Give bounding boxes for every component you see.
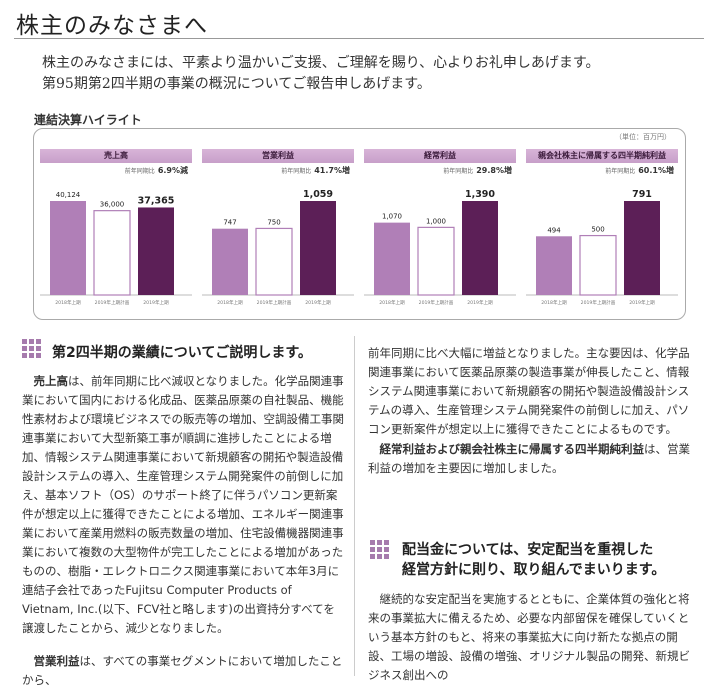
yoy-value: 29.8%増 xyxy=(476,166,512,175)
bar-category-label: 2018年上期 xyxy=(379,299,405,306)
bar-value-label: 500 xyxy=(591,226,604,234)
bar-1 xyxy=(255,227,293,296)
lead-term: 売上高 xyxy=(33,374,69,388)
yoy-value: 41.7%増 xyxy=(314,166,350,175)
results-paragraph-operating-start: 営業利益は、すべての事業セグメントにおいて増加したことから、 xyxy=(22,652,344,690)
results-paragraph-net-income: 経常利益および親会社株主に帰属する四半期純利益は、営業利益の増加を主要因に増加し… xyxy=(368,440,692,478)
bar-1 xyxy=(579,234,617,296)
bar-plot: 494 2018年上期 500 2019年上期計画 791 2019年上期 xyxy=(526,189,678,306)
section-heading-dividend-line-1: 配当金については、安定配当を重視した xyxy=(402,542,654,558)
chart-panel-net-income: 親会社株主に帰属する四半期純利益 前年同期比 60.1%増 494 2018年上期 5… xyxy=(526,149,678,307)
lead-term: 経常利益および親会社株主に帰属する四半期純利益 xyxy=(379,442,645,456)
highlight-chart-box: （単位：百万円） 売上高 前年同期比 6.9%減 40,124 2018年上期 36,… xyxy=(33,128,686,320)
bar-category-label: 2019年上期 xyxy=(143,299,169,306)
title-divider xyxy=(14,38,704,39)
bar-0 xyxy=(536,236,572,295)
bar-2 xyxy=(462,201,498,295)
bar-0 xyxy=(50,201,86,295)
chart-panel-ordinary-income: 経常利益 前年同期比 29.8%増 1,070 2018年上期 1,000 2019年上… xyxy=(364,149,516,307)
section-bullet-icon xyxy=(370,540,390,560)
bar-2 xyxy=(300,201,336,295)
bar-1 xyxy=(93,210,131,296)
bar-value-label: 1,070 xyxy=(382,213,402,221)
dividend-paragraph: 継続的な安定配当を実施するとともに、企業体質の強化と将来の事業拡大に備えるため、… xyxy=(368,590,692,685)
bar-category-label: 2018年上期 xyxy=(541,299,567,306)
bar-category-label: 2018年上期 xyxy=(217,299,243,306)
bar-category-label: 2019年上期計画 xyxy=(257,299,292,306)
bar-category-label: 2018年上期 xyxy=(55,299,81,306)
yoy-label: 前年同期比 29.8%増 xyxy=(443,165,512,176)
bar-category-label: 2019年上期計画 xyxy=(95,299,130,306)
section-bullet-icon xyxy=(22,339,42,359)
paragraph-text: 継続的な安定配当を実施するとともに、企業体質の強化と将来の事業拡大に備えるため、… xyxy=(368,592,690,682)
yoy-prefix: 前年同期比 xyxy=(281,168,312,175)
bar-category-label: 2019年上期計画 xyxy=(581,299,616,306)
chart-title: 経常利益 xyxy=(364,149,516,163)
bar-value-label: 36,000 xyxy=(100,201,125,209)
chart-title: 売上高 xyxy=(40,149,192,163)
yoy-value: 60.1%増 xyxy=(638,166,674,175)
bar-value-label: 1,000 xyxy=(426,217,446,225)
paragraph-text: は、営業利益の増加を主要因に増加しました。 xyxy=(368,442,690,475)
lead-term: 営業利益 xyxy=(33,654,80,668)
chart-title: 親会社株主に帰属する四半期純利益 xyxy=(526,149,678,163)
yoy-prefix: 前年同期比 xyxy=(443,168,474,175)
paragraph-text: は、すべての事業セグメントにおいて増加したことから、 xyxy=(22,654,343,687)
chart-panel-sales: 売上高 前年同期比 6.9%減 40,124 2018年上期 36,000 2019年上… xyxy=(40,149,192,307)
column-divider xyxy=(354,336,355,676)
yoy-label: 前年同期比 60.1%増 xyxy=(605,165,674,176)
bar-value-label: 1,390 xyxy=(465,189,495,200)
bar-value-label: 40,124 xyxy=(56,191,81,199)
bar-0 xyxy=(212,228,248,295)
unit-label: （単位：百万円） xyxy=(615,133,671,141)
results-paragraph-operating-cont: 前年同期に比べ大幅に増益となりました。主な要因は、化学品関連事業において医薬品原… xyxy=(368,344,692,439)
section-heading-dividend-line-2: 経営方針に則り、取り組んでまいります。 xyxy=(402,562,666,578)
bar-plot: 747 2018年上期 750 2019年上期計画 1,059 2019年上期 xyxy=(202,189,354,306)
results-paragraph-sales: 売上高は、前年同期に比べ減収となりました。化学品関連事業において国内における化成… xyxy=(22,372,344,638)
bar-category-label: 2019年上期計画 xyxy=(419,299,454,306)
yoy-label: 前年同期比 41.7%増 xyxy=(281,165,350,176)
bar-category-label: 2019年上期 xyxy=(629,299,655,306)
bar-2 xyxy=(138,207,174,295)
yoy-value: 6.9%減 xyxy=(157,166,188,175)
yoy-prefix: 前年同期比 xyxy=(124,168,155,175)
highlight-label: 連結決算ハイライト xyxy=(34,113,142,127)
page-title: 株主のみなさまへ xyxy=(16,13,208,39)
bar-value-label: 1,059 xyxy=(303,189,333,200)
bar-0 xyxy=(374,222,410,295)
section-heading-results: 第2四半期の業績についてご説明します。 xyxy=(52,345,312,361)
paragraph-text: は、前年同期に比べ減収となりました。化学品関連事業において国内における化成品、医… xyxy=(22,374,344,635)
bar-value-label: 37,365 xyxy=(138,195,175,206)
chart-panel-operating-income: 営業利益 前年同期比 41.7%増 747 2018年上期 750 2019年上期計画 1… xyxy=(202,149,354,307)
bar-category-label: 2019年上期 xyxy=(305,299,331,306)
bar-value-label: 747 xyxy=(223,219,236,227)
bar-value-label: 791 xyxy=(632,189,652,200)
bar-plot: 1,070 2018年上期 1,000 2019年上期計画 1,390 2019年上期 xyxy=(364,189,516,306)
greeting-line-2: 第95期第2四半期の事業の概況についてご報告申しあげます。 xyxy=(42,76,431,92)
yoy-prefix: 前年同期比 xyxy=(605,168,636,175)
yoy-label: 前年同期比 6.9%減 xyxy=(125,165,188,176)
paragraph-text: 前年同期に比べ大幅に増益となりました。主な要因は、化学品関連事業において医薬品原… xyxy=(368,346,690,436)
chart-title: 営業利益 xyxy=(202,149,354,163)
bar-2 xyxy=(624,201,660,295)
bar-value-label: 494 xyxy=(547,226,561,234)
bar-plot: 40,124 2018年上期 36,000 2019年上期計画 37,365 2019年上… xyxy=(40,191,192,306)
bar-1 xyxy=(417,226,455,296)
greeting-line-1: 株主のみなさまには、平素より温かいご支援、ご理解を賜り、心よりお礼申しあげます。 xyxy=(42,55,600,71)
bar-value-label: 750 xyxy=(267,218,280,226)
bar-category-label: 2019年上期 xyxy=(467,299,493,306)
